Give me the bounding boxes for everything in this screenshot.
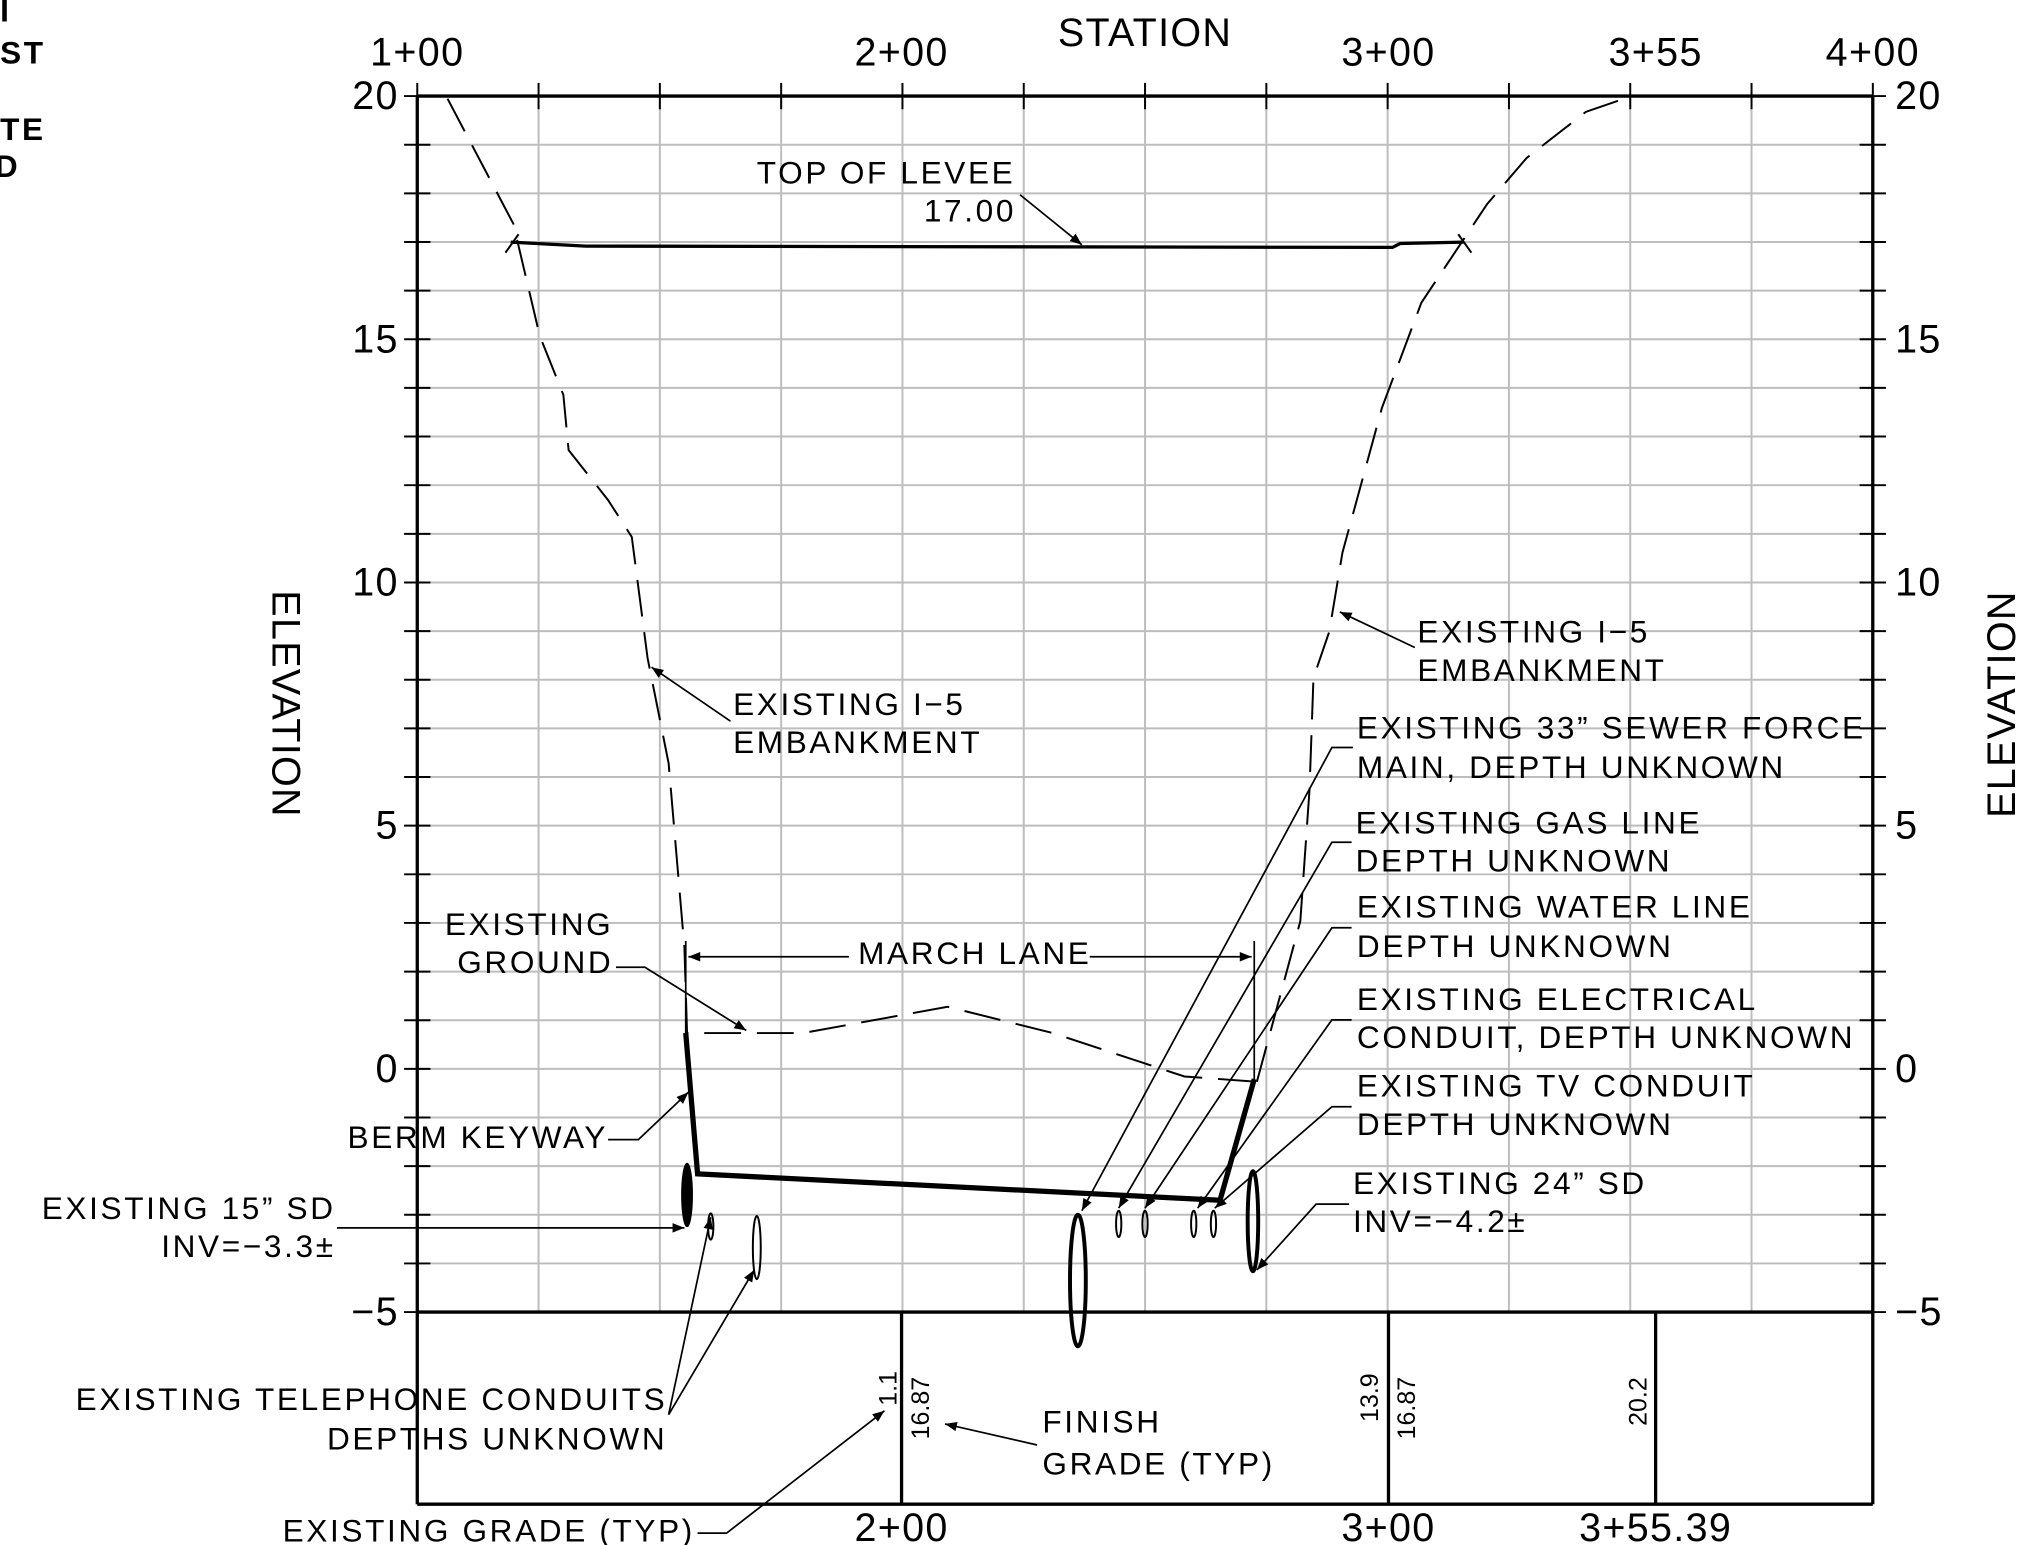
elevation-label: −5	[1895, 1290, 1943, 1334]
annotation: EXISTING I−5	[1417, 614, 1650, 650]
annotation: INV=−3.3±	[161, 1228, 335, 1264]
cropped-text: D	[0, 148, 20, 184]
cropped-text: ST	[0, 35, 46, 71]
annotation: DEPTHS UNKNOWN	[327, 1420, 667, 1456]
station-label: 3+55	[1609, 31, 1703, 75]
annotation: TOP OF LEVEE	[757, 154, 1016, 190]
annotation: EXISTING I−5	[733, 686, 966, 722]
annotation: CONDUIT, DEPTH UNKNOWN	[1357, 1019, 1855, 1055]
annotation: EXISTING WATER LINE	[1357, 889, 1753, 925]
annotation: EXISTING	[445, 906, 613, 942]
annotation: EXISTING GAS LINE	[1356, 804, 1703, 840]
grade-label: 16.87	[1393, 1377, 1421, 1440]
annotation: EXISTING 33” SEWER FORCE	[1357, 710, 1866, 746]
berm-keyway	[683, 1032, 1257, 1203]
top-of-levee	[504, 233, 1473, 254]
utilities	[681, 1162, 1261, 1349]
annotation: EXISTING 15” SD	[42, 1190, 336, 1226]
station-label: 3+00	[1341, 31, 1435, 75]
station-label: 2+00	[854, 31, 948, 75]
elevation-label: 5	[376, 804, 399, 848]
axis-title: STATION	[1058, 11, 1232, 55]
station-label: 3+00	[1341, 1506, 1435, 1545]
frame	[415, 94, 1875, 1506]
axis-label: ELEVATION	[264, 590, 308, 818]
grade-label: 13.9	[1356, 1373, 1384, 1422]
elevation-label: 15	[352, 317, 399, 361]
annotation: EXISTING 24” SD	[1353, 1165, 1647, 1201]
cropped-text: TE	[0, 111, 46, 147]
annotation: GRADE (TYP)	[1042, 1445, 1274, 1481]
annotation: GROUND	[457, 944, 613, 980]
annotation: MAIN, DEPTH UNKNOWN	[1357, 749, 1786, 785]
leaders	[336, 194, 1416, 1535]
annotation: EMBANKMENT	[1417, 652, 1666, 688]
station-label: 2+00	[854, 1506, 948, 1545]
grade-label: 1.1	[874, 1371, 902, 1406]
grade-label: 16.87	[907, 1377, 935, 1440]
station-label: 4+00	[1826, 31, 1920, 75]
annotation: EXISTING GRADE (TYP)	[283, 1512, 695, 1545]
station-label: 1+00	[370, 31, 464, 75]
annotation: BERM KEYWAY	[348, 1119, 609, 1155]
annotation: 17.00	[924, 193, 1016, 229]
station-label: 3+55.39	[1579, 1506, 1732, 1545]
annotation: DEPTH UNKNOWN	[1357, 928, 1674, 964]
elevation-label: 20	[352, 74, 399, 118]
elevation-label: 0	[376, 1047, 399, 1091]
elevation-label: −5	[351, 1290, 399, 1334]
elevation-label: 20	[1895, 74, 1942, 118]
annotation: EMBANKMENT	[733, 724, 982, 760]
elevation-label: 15	[1895, 317, 1942, 361]
elevation-label: 10	[1895, 561, 1942, 605]
annotation: DEPTH UNKNOWN	[1357, 1106, 1674, 1142]
annotation: EXISTING TV CONDUIT	[1357, 1068, 1756, 1104]
grade-label: 20.2	[1624, 1377, 1652, 1426]
annotation: EXISTING TELEPHONE CONDUITS	[76, 1381, 668, 1417]
axis-label: ELEVATION	[1980, 590, 2024, 818]
annotation: MARCH LANE	[858, 935, 1091, 971]
annotation: DEPTH UNKNOWN	[1356, 843, 1673, 879]
annotation: FINISH	[1042, 1403, 1161, 1439]
annotation: EXISTING ELECTRICAL	[1357, 981, 1758, 1017]
annotation: INV=−4.2±	[1353, 1203, 1527, 1239]
cropped-text: I	[0, 0, 11, 29]
elevation-label: 5	[1895, 804, 1918, 848]
elevation-label: 10	[352, 561, 399, 605]
elevation-label: 0	[1895, 1047, 1918, 1091]
